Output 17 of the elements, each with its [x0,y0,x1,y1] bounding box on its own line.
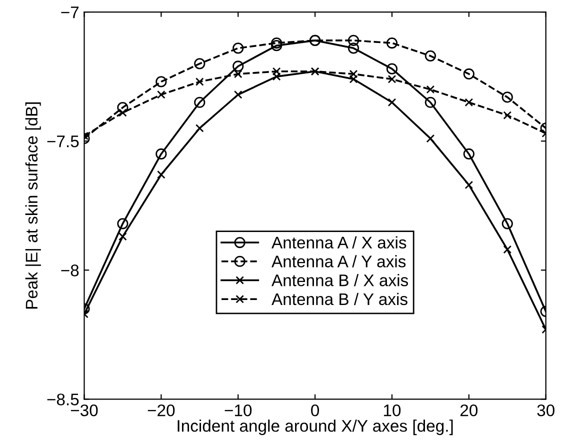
y-tick-label: −8.5 [47,394,79,406]
x-tick-label: 10 [384,404,401,416]
x-tick-label: 20 [460,404,478,416]
x-tick-label: 0 [311,404,320,416]
y-tick-label: −7.5 [47,136,79,148]
x-tick-label: 30 [537,404,554,416]
y-tick-label: −8 [61,264,79,276]
x-axis-title: Incident angle around X/Y axes [deg.] [178,420,453,436]
legend-label: Antenna A / Y axis [272,255,406,268]
legend-label: Antenna B / X axis [272,274,408,286]
x-tick-label: −10 [224,404,252,416]
legend-label: Antenna A / X axis [272,236,406,249]
y-axis-title: Peak |E| at skin surface [dB] [25,102,41,309]
y-tick-label: −7 [61,6,79,18]
legend-label: Antenna B / Y axis [272,292,408,306]
x-tick-label: −30 [70,404,98,416]
x-tick-label: −20 [148,404,175,416]
